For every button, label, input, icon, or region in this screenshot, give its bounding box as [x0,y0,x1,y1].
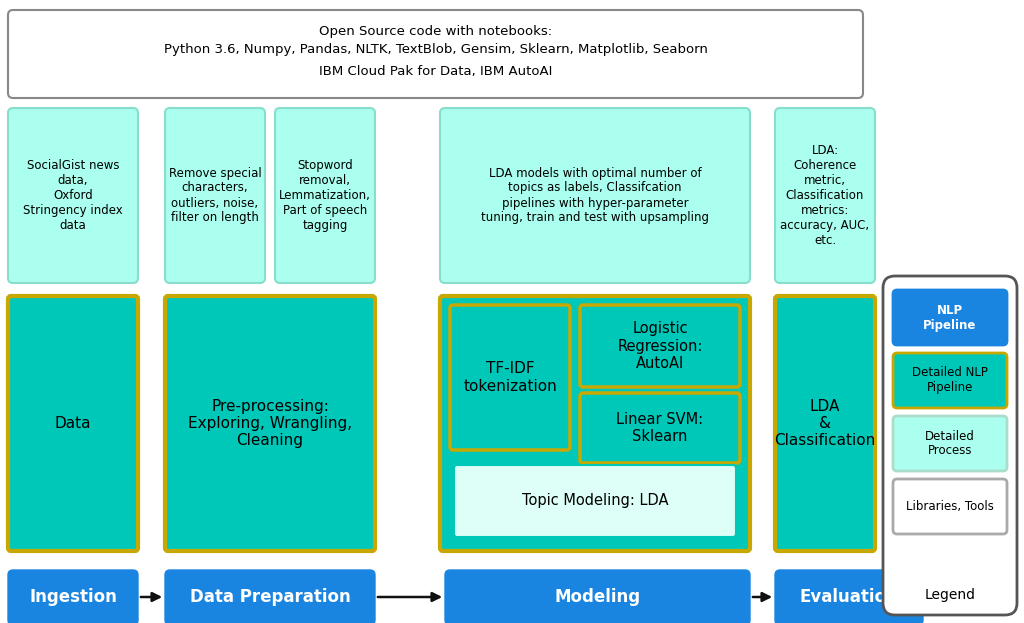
Text: Modeling: Modeling [554,589,641,607]
FancyBboxPatch shape [8,570,138,623]
Text: Open Source code with notebooks:: Open Source code with notebooks: [318,26,552,39]
FancyBboxPatch shape [893,353,1007,408]
FancyBboxPatch shape [8,108,138,283]
Text: Stopword
removal,
Lemmatization,
Part of speech
tagging: Stopword removal, Lemmatization, Part of… [280,159,371,232]
Text: Ingestion: Ingestion [29,589,117,607]
FancyBboxPatch shape [445,570,750,623]
FancyBboxPatch shape [450,460,740,540]
FancyBboxPatch shape [165,296,375,551]
Text: SocialGist news
data,
Oxford
Stringency index
data: SocialGist news data, Oxford Stringency … [24,159,123,232]
Text: Remove special
characters,
outliers, noise,
filter on length: Remove special characters, outliers, noi… [169,166,261,224]
FancyBboxPatch shape [893,290,1007,345]
Text: Topic Modeling: LDA: Topic Modeling: LDA [522,493,669,508]
FancyBboxPatch shape [440,108,750,283]
Text: Detailed
Process: Detailed Process [925,429,975,457]
FancyBboxPatch shape [893,416,1007,471]
FancyBboxPatch shape [165,108,265,283]
FancyBboxPatch shape [775,108,874,283]
FancyBboxPatch shape [454,465,736,537]
Text: Python 3.6, Numpy, Pandas, NLTK, TextBlob, Gensim, Sklearn, Matplotlib, Seaborn: Python 3.6, Numpy, Pandas, NLTK, TextBlo… [164,42,708,55]
FancyBboxPatch shape [275,108,375,283]
Text: Detailed NLP
Pipeline: Detailed NLP Pipeline [912,366,988,394]
Text: Legend: Legend [925,588,976,602]
FancyBboxPatch shape [883,276,1017,615]
Text: LDA models with optimal number of
topics as labels, Classifcation
pipelines with: LDA models with optimal number of topics… [481,166,709,224]
FancyBboxPatch shape [775,570,923,623]
Text: Data Preparation: Data Preparation [189,589,350,607]
Text: Libraries, Tools: Libraries, Tools [906,500,994,513]
Text: IBM Cloud Pak for Data, IBM AutoAI: IBM Cloud Pak for Data, IBM AutoAI [318,65,552,78]
FancyBboxPatch shape [580,305,740,387]
FancyBboxPatch shape [893,479,1007,534]
Text: NLP
Pipeline: NLP Pipeline [924,303,977,331]
FancyBboxPatch shape [450,305,570,450]
Text: Linear SVM:
Sklearn: Linear SVM: Sklearn [616,412,703,444]
Text: Logistic
Regression:
AutoAI: Logistic Regression: AutoAI [617,321,702,371]
Text: Evaluation: Evaluation [800,589,898,607]
Text: TF-IDF
tokenization: TF-IDF tokenization [463,361,557,394]
FancyBboxPatch shape [165,570,375,623]
FancyBboxPatch shape [775,296,874,551]
Text: Data: Data [54,416,91,431]
FancyBboxPatch shape [440,296,750,551]
FancyBboxPatch shape [8,10,863,98]
Text: LDA:
Coherence
metric,
Classification
metrics:
accuracy, AUC,
etc.: LDA: Coherence metric, Classification me… [780,144,869,247]
FancyBboxPatch shape [8,296,138,551]
Text: Pre-processing:
Exploring, Wrangling,
Cleaning: Pre-processing: Exploring, Wrangling, Cl… [188,399,352,449]
FancyBboxPatch shape [580,393,740,463]
Text: LDA
&
Classification: LDA & Classification [774,399,876,449]
